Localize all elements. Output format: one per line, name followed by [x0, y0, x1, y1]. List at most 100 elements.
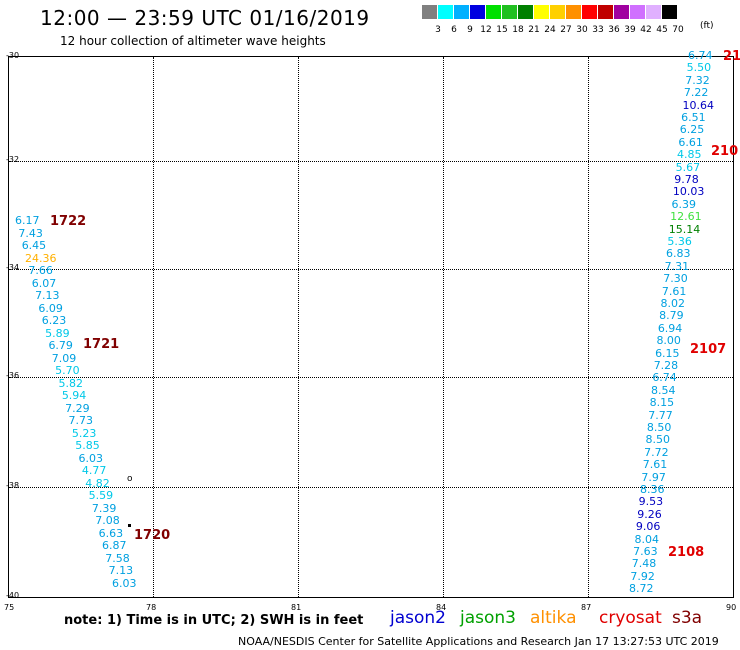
wave-height-value: 7.29: [65, 401, 90, 415]
pass-time-label: 1721: [83, 337, 120, 352]
color-scale-label: 9: [467, 25, 473, 35]
wave-height-value: 6.25: [679, 123, 705, 137]
color-scale-label: 39: [624, 25, 636, 35]
grid-line-x-87: [588, 57, 589, 597]
color-scale-swatch: [582, 5, 598, 19]
satellite-legend-jason3: jason3: [460, 608, 516, 628]
color-scale-label: 30: [576, 25, 588, 35]
wave-height-value: 6.23: [41, 314, 67, 327]
y-tick-label: -30: [6, 51, 20, 60]
wave-height-value: 8.50: [646, 421, 672, 434]
color-scale-label: 45: [656, 25, 668, 35]
pass-time-label: 2107: [690, 342, 727, 357]
color-scale-swatch: [438, 5, 454, 19]
page-title: 12:00 — 23:59 UTC 01/16/2019: [40, 6, 370, 30]
color-scale-label: 27: [560, 25, 572, 35]
wave-height-value: 4.77: [81, 464, 107, 477]
wave-height-value: 9.26: [637, 507, 662, 521]
wave-height-value: 12.61: [670, 210, 702, 224]
wave-height-value: 8.04: [634, 532, 659, 546]
wave-height-value: 5.85: [75, 439, 100, 452]
grid-line-y-32: [9, 161, 733, 162]
wave-height-value: 8.00: [656, 334, 681, 348]
color-scale-label: 15: [496, 25, 508, 35]
wave-height-value: 6.79: [48, 339, 73, 352]
wave-height-value: 7.61: [642, 458, 668, 472]
wave-height-value: 6.94: [657, 321, 683, 335]
wave-height-value: 7.73: [68, 414, 94, 427]
note-text: note: 1) Time is in UTC; 2) SWH is in fe…: [64, 613, 364, 628]
wave-height-value: 5.70: [55, 364, 80, 377]
color-scale-swatch: [518, 5, 534, 19]
wave-height-value: 8.36: [639, 483, 665, 496]
pass-time-label: 210: [711, 144, 739, 159]
wave-height-value: 8.72: [629, 582, 654, 596]
wave-height-value: 5.89: [45, 326, 70, 340]
color-scale-swatch: [454, 5, 470, 19]
pass-time-label: 21: [723, 49, 740, 64]
wave-height-value: 9.06: [635, 520, 661, 534]
wave-height-value: 7.09: [51, 351, 77, 365]
wave-height-value: 5.59: [88, 489, 114, 502]
x-tick-label: 87: [581, 603, 592, 612]
wave-height-value: 7.43: [18, 226, 43, 240]
wave-height-value: 7.31: [664, 259, 690, 273]
wave-height-value: 6.39: [671, 197, 697, 211]
color-scale-swatch: [502, 5, 518, 19]
wave-height-value: 7.30: [663, 272, 688, 286]
y-tick-label: -40: [6, 591, 20, 600]
wave-height-value: 7.48: [631, 557, 657, 571]
wave-height-value: 7.97: [641, 470, 666, 484]
y-tick-label: -32: [6, 155, 20, 164]
y-tick-label: -38: [6, 481, 20, 490]
wave-height-value: 6.87: [101, 539, 127, 552]
color-scale-label: 42: [640, 25, 652, 35]
satellite-legend-cryosat: cryosat: [599, 608, 662, 628]
color-scale-swatch: [646, 5, 662, 19]
wave-height-value: 7.61: [661, 284, 687, 298]
wave-height-value: 7.72: [644, 445, 669, 459]
wave-height-value: 7.92: [630, 569, 655, 583]
color-scale-swatch: [550, 5, 566, 19]
wave-height-value: 7.58: [105, 551, 130, 565]
color-scale-swatch: [534, 5, 550, 19]
color-scale-label: 6: [451, 25, 457, 35]
page-subtitle: 12 hour collection of altimeter wave hei…: [60, 34, 326, 48]
wave-height-value: 6.15: [655, 346, 680, 360]
wave-height-value: 7.28: [653, 359, 679, 372]
wave-height-value: 6.61: [678, 135, 703, 149]
wave-height-value: 5.36: [667, 235, 692, 248]
wave-height-value: 5.82: [58, 376, 83, 390]
color-scale-unit: (ft): [700, 21, 714, 31]
color-scale-swatch: [662, 5, 678, 19]
color-scale-label: 33: [592, 25, 604, 35]
color-scale-swatch: [614, 5, 630, 19]
pass-time-label: 1722: [50, 214, 87, 229]
wave-height-value: 7.77: [648, 408, 673, 422]
wave-height-value: 6.74: [652, 371, 677, 385]
wave-height-value: 6.63: [98, 526, 124, 540]
wave-height-value: 7.63: [633, 545, 658, 558]
track-marker-dot: [128, 524, 131, 527]
color-scale-swatch: [422, 5, 438, 19]
wave-height-value: 10.64: [682, 98, 715, 112]
x-tick-label: 90: [726, 603, 737, 612]
color-scale-label: 36: [608, 25, 620, 35]
wave-height-value: 7.39: [91, 501, 117, 515]
wave-height-value: 9.78: [674, 173, 699, 186]
footer-credit: NOAA/NESDIS Center for Satellite Applica…: [238, 635, 719, 648]
wave-height-value: 6.17: [15, 214, 40, 227]
color-scale-label: 24: [544, 25, 556, 35]
pass-time-label: 2108: [668, 545, 705, 560]
wave-height-value: 6.03: [112, 576, 137, 590]
grid-line-x-81: [298, 57, 299, 597]
wave-height-value: 4.85: [677, 148, 702, 162]
wave-height-value: 7.22: [683, 86, 709, 100]
color-scale-label: 3: [435, 25, 441, 35]
wave-height-value: 6.07: [31, 276, 57, 290]
x-tick-label: 81: [291, 603, 302, 612]
x-tick-label: 78: [146, 603, 157, 612]
color-scale-swatch: [598, 5, 614, 19]
wave-height-value: 8.54: [650, 383, 676, 397]
wave-height-value: 4.82: [85, 476, 110, 490]
